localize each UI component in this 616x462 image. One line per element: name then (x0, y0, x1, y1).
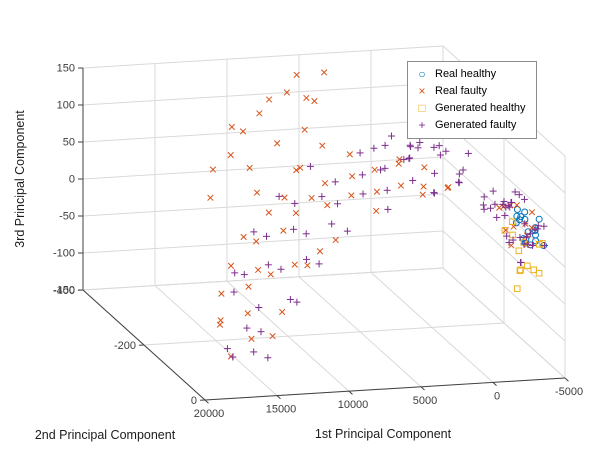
square-marker-icon: □ (418, 101, 426, 115)
svg-text:100: 100 (57, 100, 75, 112)
legend-item-real-faulty: × Real faulty (414, 83, 526, 100)
z-axis-label: 3rd Principal Component (13, 110, 27, 248)
legend-item-generated-healthy: □ Generated healthy (414, 100, 526, 117)
svg-text:0: 0 (191, 395, 197, 407)
legend-label: Generated faulty (435, 119, 517, 131)
plus-marker-icon: + (418, 118, 426, 132)
svg-text:0: 0 (69, 174, 75, 186)
svg-text:15000: 15000 (266, 404, 297, 416)
svg-text:5000: 5000 (413, 395, 437, 407)
legend-label: Real healthy (435, 68, 497, 80)
svg-text:-100: -100 (53, 248, 75, 260)
legend: ○ Real healthy × Real faulty □ Generated… (407, 61, 537, 139)
series-generated-faulty (223, 132, 548, 362)
svg-text:-200: -200 (114, 340, 136, 352)
svg-text:20000: 20000 (194, 408, 225, 420)
y-axis-label: 2nd Principal Component (34, 428, 176, 442)
circle-marker-icon: ○ (418, 67, 426, 81)
svg-text:-50: -50 (59, 211, 75, 223)
svg-text:50: 50 (63, 137, 75, 149)
svg-text:-5000: -5000 (555, 386, 583, 398)
svg-text:0: 0 (494, 390, 500, 402)
x-marker-icon: × (418, 84, 426, 98)
legend-item-real-healthy: ○ Real healthy (414, 66, 526, 83)
legend-item-generated-faulty: + Generated faulty (414, 117, 526, 134)
svg-text:-400: -400 (53, 285, 75, 297)
legend-label: Real faulty (435, 85, 487, 97)
x-axis-label: 1st Principal Component (314, 427, 452, 441)
svg-text:10000: 10000 (338, 399, 369, 411)
svg-text:150: 150 (57, 63, 75, 75)
svg-text:-150: -150 (53, 285, 75, 297)
legend-label: Generated healthy (435, 102, 526, 114)
